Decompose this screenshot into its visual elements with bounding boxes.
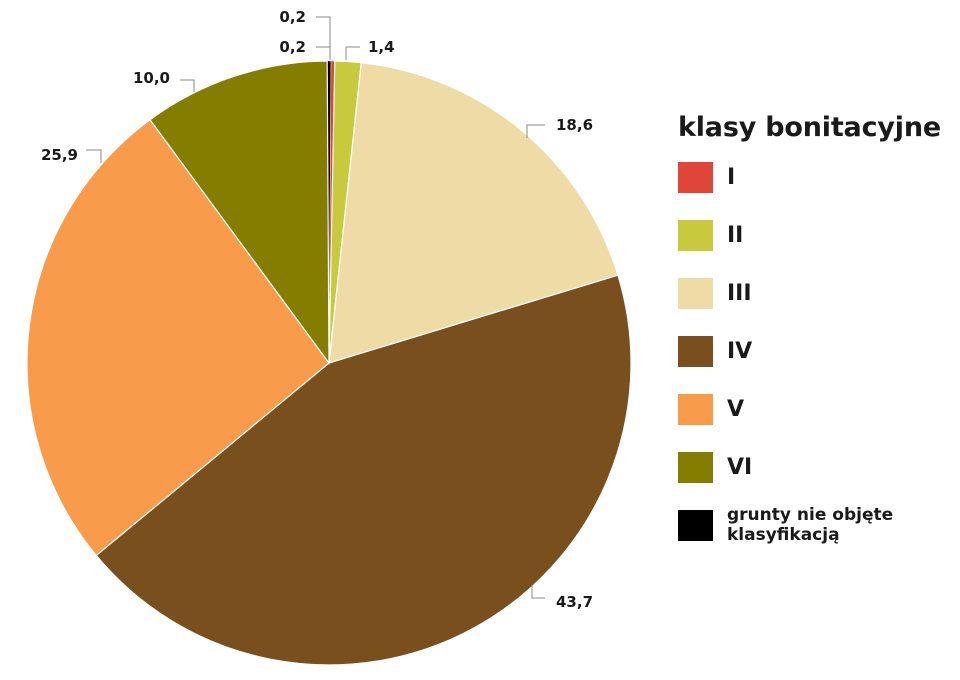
legend-item-i: I [678, 160, 958, 194]
legend-swatch-i [678, 161, 713, 193]
value-label-ii: 1,4 [368, 38, 395, 56]
leader-line-iv [531, 585, 545, 599]
legend-swatch-iii [678, 277, 713, 309]
legend-item-unclassified: grunty nie objęte klasyfikacją [678, 505, 958, 545]
legend-label-vi: VI [727, 454, 753, 480]
legend: klasy bonitacyjne I II III IV V VI grunt… [678, 112, 958, 566]
leader-line-v [86, 149, 102, 163]
value-label-iv: 43,7 [556, 593, 593, 611]
legend-item-ii: II [678, 218, 958, 252]
slice-value-labels: 0,2 0,2 1,4 18,6 43,7 25,9 10,0 [41, 8, 593, 611]
legend-swatch-unclassified [678, 509, 713, 541]
legend-swatch-ii [678, 219, 713, 251]
value-label-v: 25,9 [41, 146, 78, 164]
legend-item-iii: III [678, 276, 958, 310]
pie-slice-vi [149, 60, 330, 365]
legend-label-v: V [727, 396, 745, 422]
legend-label-ii: II [727, 222, 744, 248]
legend-label-iv: IV [727, 338, 753, 364]
pie-chart: 0,2 0,2 1,4 18,6 43,7 25,9 10,0 [26, 8, 632, 666]
pie-slice-v [26, 118, 330, 557]
legend-item-v: V [678, 392, 958, 426]
leader-line-grunty-nie-obj-te-klasyfikacj [316, 16, 331, 60]
value-label-vi: 10,0 [133, 69, 170, 87]
legend-title: klasy bonitacyjne [678, 112, 941, 143]
legend-swatch-v [678, 393, 713, 425]
legend-item-vi: VI [678, 450, 958, 484]
leader-line-ii [345, 46, 360, 60]
pie-slice-iv [95, 274, 632, 666]
legend-item-iv: IV [678, 334, 958, 368]
value-label-grunty-nie-obj-te-klasyfikacj: 0,2 [279, 8, 306, 26]
legend-swatch-iv [678, 335, 713, 367]
leader-line-vi [180, 79, 195, 92]
value-label-i: 0,2 [279, 38, 306, 56]
pie-slices [26, 60, 632, 666]
legend-swatch-vi [678, 451, 713, 483]
legend-label-i: I [727, 164, 736, 190]
legend-label-iii: III [727, 280, 752, 306]
leader-line-iii [526, 124, 545, 138]
label-leader-lines [86, 16, 545, 599]
legend-label-unclassified: grunty nie objęte klasyfikacją [727, 505, 894, 545]
pie-slice-iii [328, 62, 619, 364]
value-label-iii: 18,6 [556, 116, 593, 134]
